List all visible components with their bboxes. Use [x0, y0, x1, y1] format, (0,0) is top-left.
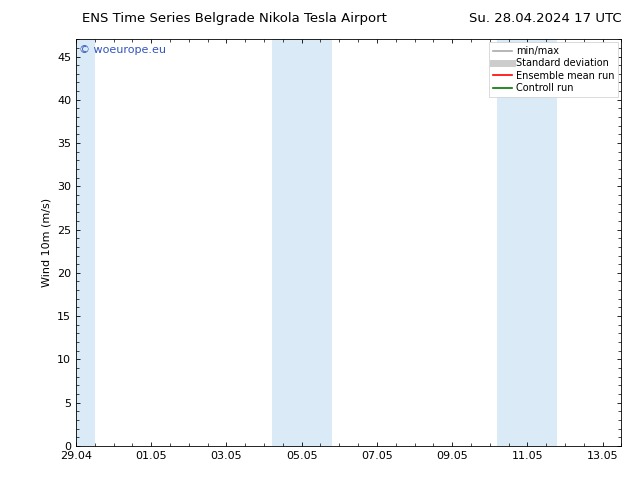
Text: ENS Time Series Belgrade Nikola Tesla Airport: ENS Time Series Belgrade Nikola Tesla Ai…: [82, 12, 387, 25]
Text: Su. 28.04.2024 17 UTC: Su. 28.04.2024 17 UTC: [469, 12, 621, 25]
Legend: min/max, Standard deviation, Ensemble mean run, Controll run: min/max, Standard deviation, Ensemble me…: [489, 42, 618, 97]
Bar: [271, 39, 332, 446]
Text: © woeurope.eu: © woeurope.eu: [79, 45, 166, 55]
Bar: [76, 39, 95, 446]
Bar: [497, 39, 557, 446]
Y-axis label: Wind 10m (m/s): Wind 10m (m/s): [42, 198, 51, 287]
